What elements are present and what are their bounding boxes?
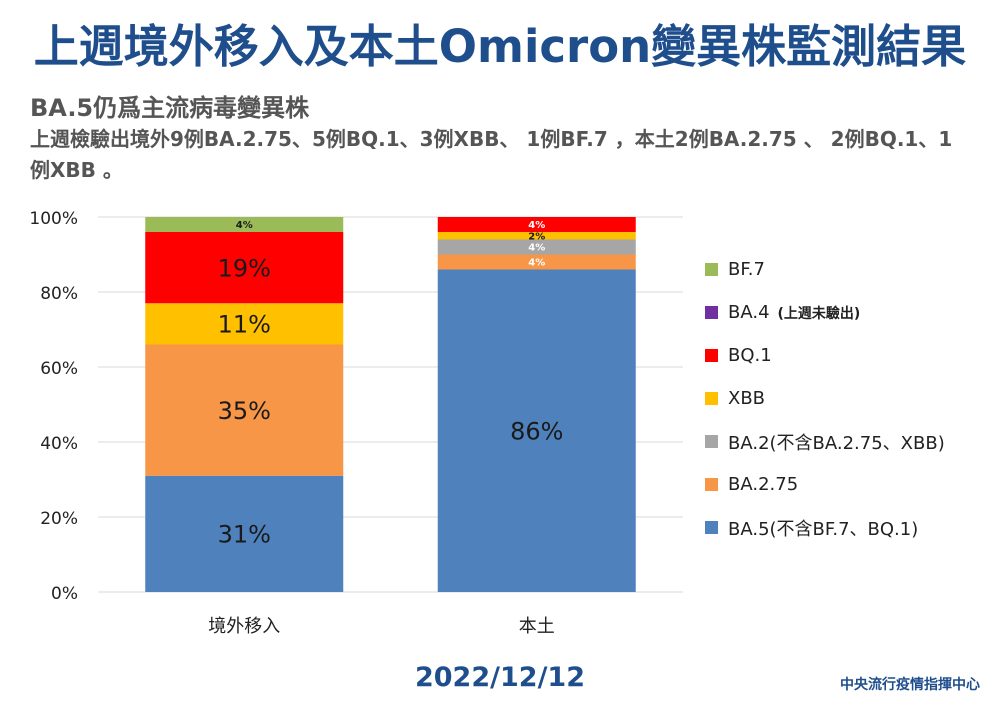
y-tick-label: 40% <box>40 434 78 454</box>
y-tick-label: 0% <box>51 584 78 604</box>
page-title: 上週境外移入及本土Omicron變異株監測結果 <box>33 20 967 73</box>
legend-item: BQ.1 <box>705 334 945 377</box>
data-label: 4% <box>528 258 545 269</box>
data-label: 86% <box>510 417 563 445</box>
bar-segment <box>437 254 636 270</box>
chart-legend: BF.7 BA.4 (上週未驗出) BQ.1 XBB BA.2(不含BA.2.75、XBB… <box>705 248 945 549</box>
stacked-bar-chart: 0% 20% 40% 60% 80% 100% 31% 35% 11% 19% 4% 境外移入 86% 4… <box>29 209 683 637</box>
x-category-label: 本土 <box>519 616 555 637</box>
bar-segment <box>145 217 344 232</box>
legend-swatch <box>705 521 718 534</box>
legend-label: BA.4 <box>728 302 770 323</box>
legend-swatch <box>705 306 718 319</box>
legend-item: BA.5(不含BF.7、BQ.1) <box>705 506 945 549</box>
data-label: 4% <box>528 243 545 254</box>
legend-note: (上週未驗出) <box>777 305 861 322</box>
x-category-label: 境外移入 <box>208 616 280 637</box>
legend-item: BA.2(不含BA.2.75、XBB) <box>705 420 945 463</box>
bar-segment <box>437 232 636 240</box>
y-tick-label: 60% <box>40 359 78 379</box>
data-label: 4% <box>528 220 545 231</box>
bar-segment <box>145 475 344 592</box>
bar-segment <box>437 269 636 592</box>
data-label: 2% <box>528 231 545 242</box>
data-label: 11% <box>218 311 271 339</box>
legend-item: XBB <box>705 377 945 420</box>
y-tick-label: 20% <box>40 509 78 529</box>
y-tick-label: 80% <box>40 284 78 304</box>
legend-label: BA.2.75 <box>728 474 799 495</box>
data-label: 19% <box>218 254 271 282</box>
legend-label: BA.2(不含BA.2.75、XBB) <box>728 432 945 454</box>
subtitle: BA.5仍爲主流病毒變異株 <box>30 94 310 122</box>
legend-swatch <box>705 349 718 362</box>
legend-item: BF.7 <box>705 248 945 291</box>
y-tick-label: 100% <box>29 209 78 229</box>
legend-label: BF.7 <box>728 259 765 280</box>
data-label: 35% <box>218 397 271 425</box>
legend-label: BA.5(不含BF.7、BQ.1) <box>728 518 919 540</box>
legend-swatch <box>705 392 718 405</box>
legend-swatch <box>705 478 718 491</box>
legend-label: BQ.1 <box>728 345 772 366</box>
data-label: 31% <box>218 521 271 549</box>
bar-segment <box>145 344 344 476</box>
report-date: 2022/12/12 <box>414 662 585 693</box>
bar-segment <box>437 239 636 255</box>
legend-item: BA.4 (上週未驗出) <box>705 291 945 334</box>
description: 上週檢驗出境外9例BA.2.75、5例BQ.1、3例XBB、 1例BF.7 ，本… <box>30 127 953 182</box>
bar-segment <box>145 232 344 304</box>
bar-segment <box>437 217 636 232</box>
bar-segment <box>145 303 344 345</box>
legend-label: XBB <box>728 388 766 409</box>
organization-name: 中央流行疫情指揮中心 <box>840 677 980 693</box>
data-label: 4% <box>236 220 253 231</box>
legend-item: BA.2.75 <box>705 463 945 506</box>
legend-swatch <box>705 263 718 276</box>
legend-swatch <box>705 435 718 448</box>
